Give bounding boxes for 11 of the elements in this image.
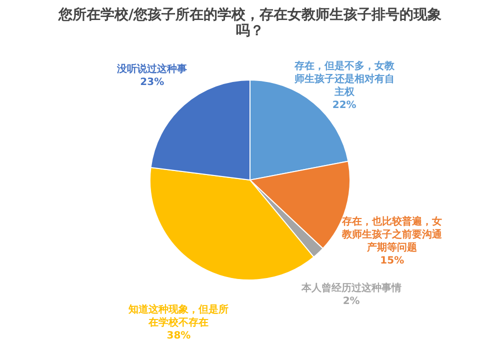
slice-label: 存在，也比较普遍，女教师生孩子之前要沟通产期等问题 bbox=[341, 215, 444, 254]
slice-label: 知道这种现象，但是所在学校不存在 bbox=[128, 304, 229, 329]
data-label: 15% bbox=[380, 255, 404, 266]
data-label: 38% bbox=[166, 330, 191, 342]
slice-label: 本人曾经历过这种事情 bbox=[300, 282, 402, 294]
data-label: 2% bbox=[342, 296, 360, 307]
data-label: 23% bbox=[140, 76, 164, 88]
slice-label: 存在，但是不多，女教师生孩子还是相对有自主权 bbox=[293, 60, 396, 98]
data-label: 22% bbox=[332, 100, 356, 111]
slice-label: 没听说过这种事 bbox=[116, 62, 188, 75]
chart-title: 您所在学校/您孩子所在的学校，存在女教师生孩子排号的现象吗？ bbox=[57, 6, 442, 39]
